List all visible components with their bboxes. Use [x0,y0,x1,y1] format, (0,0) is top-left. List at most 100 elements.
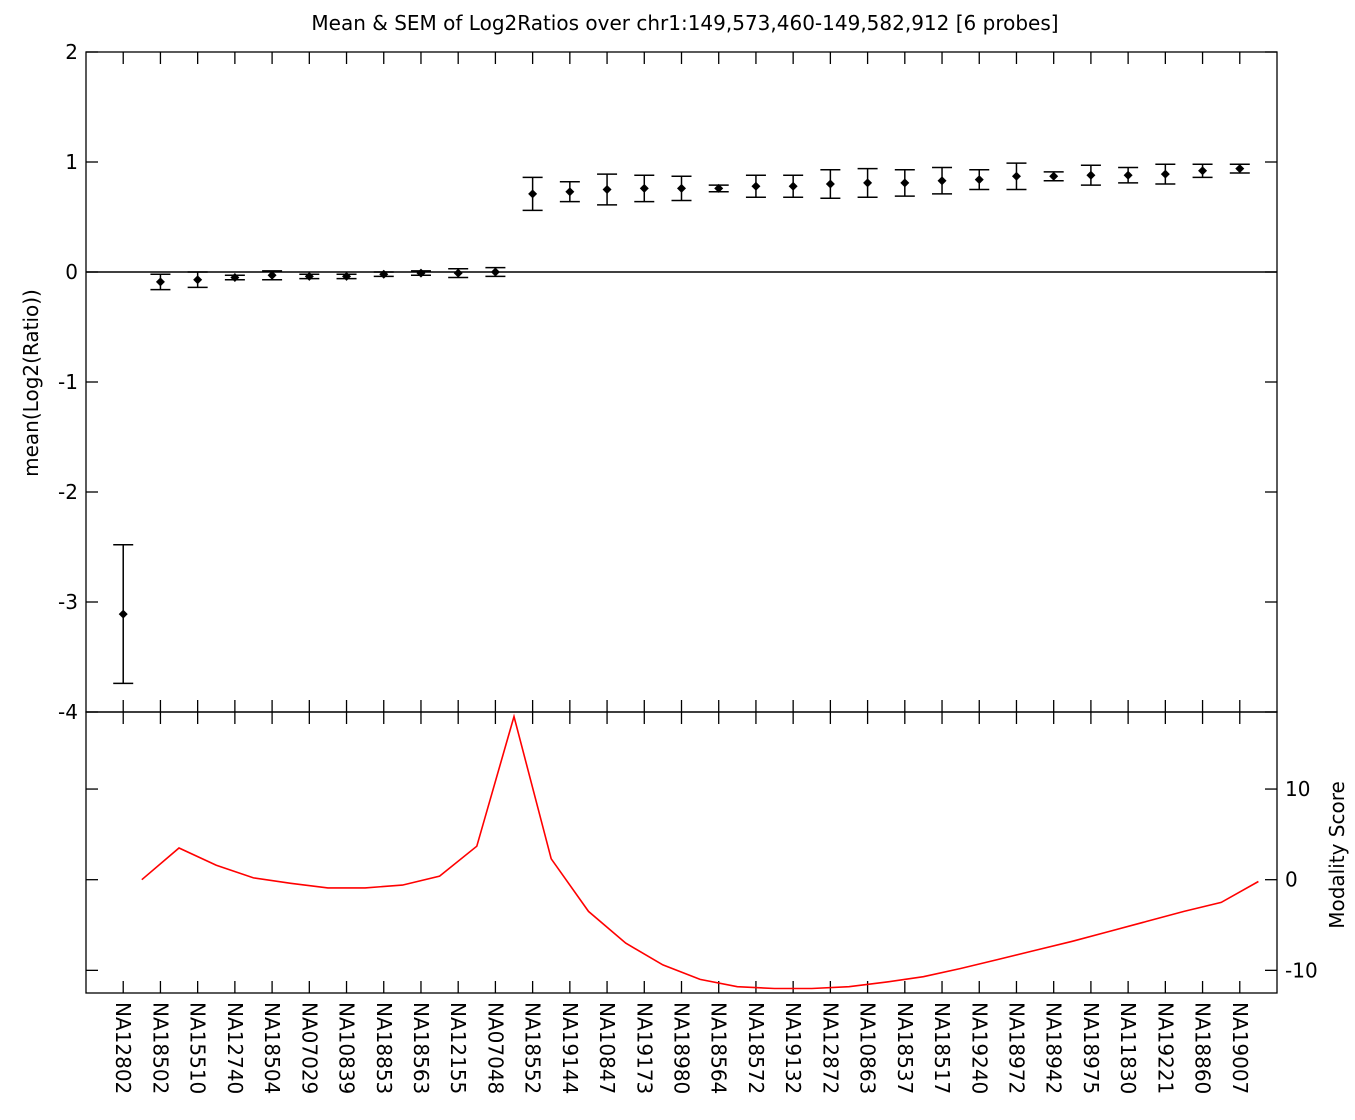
error-bar-point [150,273,171,291]
mean-marker [155,277,165,287]
mean-marker [118,609,128,619]
x-category-label: NA12155 [446,1002,470,1094]
error-bar-point [336,271,357,281]
error-bar-point [745,174,766,198]
y-tick-label: -3 [58,590,78,614]
error-bar-point [373,269,394,279]
mean-marker [379,269,389,279]
error-bar-point [1192,163,1213,179]
y-tick-label: -4 [58,700,78,724]
mean-marker [1086,170,1096,180]
mean-marker [304,271,314,281]
error-bar-point [448,267,469,279]
x-category-label: NA18537 [893,1002,917,1094]
error-bar-point [1080,164,1101,186]
error-bar-point [1229,163,1250,174]
mean-marker [342,271,352,281]
mean-marker [974,175,984,185]
error-bar-point [783,174,804,198]
error-bar-point [932,166,953,195]
y-tick-label: -2 [58,480,78,504]
x-category-label: NA07048 [483,1002,507,1094]
mean-marker [751,181,761,191]
y-tick-label: 2 [65,40,78,64]
mean-marker [714,183,724,193]
modality-tick-label: -10 [1285,958,1318,982]
x-category-label: NA18563 [409,1002,433,1094]
error-bar-point [113,544,134,685]
y-tick-label: 0 [65,260,78,284]
x-category-label: NA10839 [335,1002,359,1094]
chart-title: Mean & SEM of Log2Ratios over chr1:149,5… [311,11,1058,35]
bottom-plot-frame [85,711,1278,994]
error-bar-point [969,168,990,191]
error-bar-point [410,268,431,278]
y-tick-label: 1 [65,150,78,174]
bottom-panel: 10 0 -10 [85,711,1318,994]
error-bar-point [522,176,543,212]
x-category-label: NA10863 [856,1002,880,1094]
x-category-label: NA18860 [1191,1002,1215,1094]
error-bar-point [634,174,655,203]
modality-tick-label: 10 [1285,777,1310,801]
error-bar-point [820,168,841,200]
error-bar-point [262,270,283,281]
error-bar-point [559,181,580,203]
x-category-label: NA12740 [223,1002,247,1094]
error-bar-point [299,271,320,281]
error-bar-point [485,266,506,278]
mean-marker [1123,170,1133,180]
y-axis-label-modality-score: Modality Score [1325,781,1349,929]
modality-score-line [141,713,1259,990]
mean-marker [267,270,277,280]
error-bar-point [597,173,618,206]
mean-marker [1160,169,1170,179]
error-bar-point [671,175,692,202]
x-category-label: NA11830 [1116,1002,1140,1094]
x-category-label: NA10847 [595,1002,619,1094]
x-category-label: NA18975 [1079,1002,1103,1094]
mean-marker [677,183,686,193]
error-bar-point [1155,163,1176,185]
x-category-label: NA19240 [967,1002,991,1094]
x-category-label: NA12802 [111,1002,135,1094]
modality-tick-label: 0 [1285,868,1298,892]
x-category-label: NA18517 [930,1002,954,1094]
x-category-label: NA12872 [818,1002,842,1094]
error-bar-point [224,273,245,282]
x-category-label: NA19144 [558,1002,582,1094]
x-category-label: NA19132 [781,1002,805,1094]
x-category-label: NA18942 [1042,1002,1066,1094]
x-category-label: NA18972 [1005,1002,1029,1094]
mean-marker [490,267,500,277]
mean-marker [602,185,612,194]
mean-marker [1235,164,1245,174]
x-category-label: NA18552 [521,1002,545,1094]
mean-marker [937,176,947,186]
top-plot-frame [85,51,1278,713]
x-category-label: NA18572 [744,1002,768,1094]
x-category-label: NA18502 [148,1002,172,1094]
y-tick-label: -1 [58,370,78,394]
mean-marker [528,189,538,199]
x-category-label: NA18980 [670,1002,694,1094]
error-bar-point [1043,171,1064,182]
x-category-label: NA19007 [1228,1002,1252,1094]
error-bar-point [1006,162,1027,191]
mean-marker [453,268,463,278]
mean-marker [863,178,873,188]
mean-marker [230,273,240,282]
error-bar-point [708,183,729,193]
x-category-label: NA19173 [632,1002,656,1094]
x-category-label: NA15510 [186,1002,210,1094]
error-bar-point [187,271,208,289]
mean-marker [565,187,575,197]
mean-marker [416,268,426,278]
x-category-label: NA19221 [1153,1002,1177,1094]
mean-marker [900,178,910,188]
mean-marker [788,181,798,191]
mean-marker [193,275,203,285]
mean-marker [1198,166,1208,176]
